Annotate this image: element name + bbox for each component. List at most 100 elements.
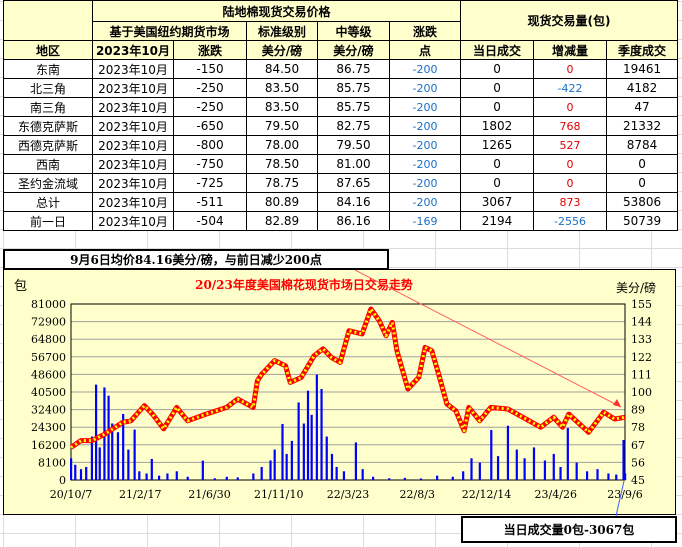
volume-bar [269, 460, 272, 480]
volume-bar [419, 478, 423, 480]
volume-header: 现货交易量(包) [460, 0, 679, 41]
volume-delta-cell: 527 [533, 135, 608, 155]
std-price-cell: 78.50 [246, 154, 318, 174]
left-tick-label: 24300 [31, 421, 66, 434]
volume-bar [354, 442, 358, 480]
season-volume-cell: 21332 [606, 116, 679, 136]
right-tick-label: 100 [631, 386, 652, 399]
region-header-blank [3, 0, 93, 41]
x-tick-label: 22/3/23 [327, 488, 369, 501]
x-tick-label: 23/4/26 [535, 488, 577, 501]
volume-bar [552, 453, 555, 480]
volume-delta-cell: 0 [533, 154, 608, 174]
volume-bar [470, 458, 473, 480]
today-volume-cell: 0 [460, 173, 535, 193]
std-price-cell: 78.75 [246, 173, 318, 193]
col-mid-unit: 美分/磅 [317, 40, 390, 60]
volume-bar [79, 469, 83, 480]
basis-change-cell: -250 [173, 97, 247, 117]
volume-bar [85, 466, 88, 480]
volume-bar [116, 432, 120, 480]
futures-header: 基于美国纽约期货市场 [92, 21, 247, 41]
volume-bar [150, 458, 153, 480]
mid-price-cell: 86.16 [317, 211, 390, 231]
volume-bar [388, 478, 391, 480]
right-tick-label: 89 [631, 404, 645, 417]
volume-bar [523, 458, 526, 480]
volume-bar [285, 453, 288, 480]
left-tick-label: 40500 [31, 386, 66, 399]
std-price-cell: 79.50 [246, 116, 318, 136]
left-tick-label: 8100 [38, 456, 66, 469]
basis-change-cell: -650 [173, 116, 247, 136]
volume-bar [543, 460, 547, 480]
left-tick-label: 81000 [31, 298, 66, 311]
volume-delta-cell: 0 [533, 59, 608, 79]
volume-bar [252, 473, 255, 480]
volume-bar [451, 476, 454, 480]
region-cell: 西德克萨斯 [3, 135, 93, 155]
volume-bar [615, 474, 618, 480]
chart-svg: 0 8100 16200 24300 32400 40500 48600 56700 64800… [14, 270, 656, 516]
std-price-cell: 82.89 [246, 211, 318, 231]
mid-price-cell: 85.75 [317, 78, 390, 98]
mid-grade-header: 中等级 [317, 21, 390, 41]
today-volume-cell: 0 [460, 154, 535, 174]
month-cell: 2023年10月 [92, 116, 174, 136]
left-tick-label: 32400 [31, 404, 66, 417]
volume-bar [273, 449, 276, 480]
month-cell: 2023年10月 [92, 97, 174, 117]
volume-bar [74, 464, 77, 480]
season-volume-cell: 50739 [606, 211, 679, 231]
mid-price-cell: 85.75 [317, 97, 390, 117]
volume-bar [107, 395, 110, 480]
volume-delta-cell: -422 [533, 78, 608, 98]
volume-bar [361, 469, 364, 480]
volume-bar [157, 475, 161, 480]
region-cell: 前一日 [3, 211, 93, 231]
season-volume-cell: 0 [606, 173, 679, 193]
volume-bar [325, 436, 328, 480]
volume-bar [490, 430, 493, 480]
season-volume-cell: 47 [606, 97, 679, 117]
volume-bar [175, 471, 178, 480]
month-cell: 2023年10月 [92, 211, 174, 231]
volume-bar [315, 374, 318, 480]
volume-delta-cell: 0 [533, 173, 608, 193]
volume-bar [236, 477, 239, 480]
volume-bar [559, 466, 562, 480]
month-cell: 2023年10月 [92, 135, 174, 155]
arrow-head-icon [613, 399, 621, 407]
volume-delta-cell: 0 [533, 97, 608, 117]
volume-bar [94, 384, 98, 480]
season-volume-cell: 4182 [606, 78, 679, 98]
volume-bar [330, 453, 334, 480]
season-volume-cell: 19461 [606, 59, 679, 79]
basis-change-cell: -800 [173, 135, 247, 155]
price-line-markers [70, 307, 626, 449]
volume-bar [122, 413, 125, 480]
col-today: 当日成交 [460, 40, 535, 60]
volume-bar [201, 460, 204, 480]
volume-delta-cell: 768 [533, 116, 608, 136]
today-volume-cell: 1802 [460, 116, 535, 136]
table-row: 东南 2023年10月 -150 84.50 86.75 -200 0 0 19461 [3, 59, 679, 79]
volume-bar [260, 466, 263, 480]
today-volume-cell: 0 [460, 59, 535, 79]
table-row: 北三角 2023年10月 -250 83.50 85.75 -200 0 -422 4182 [3, 78, 679, 98]
left-tick-label: 0 [59, 474, 66, 487]
right-tick-label: 144 [631, 316, 652, 329]
volume-bar [496, 456, 500, 480]
mid-price-cell: 84.16 [317, 192, 390, 212]
today-volume-cell: 2194 [460, 211, 535, 231]
month-cell: 2023年10月 [92, 59, 174, 79]
volume-bar [90, 436, 94, 480]
month-cell: 2023年10月 [92, 192, 174, 212]
price-table-title: 陆地棉现货交易价格 [91, 0, 462, 22]
right-tick-label: 122 [631, 351, 652, 364]
volume-bar [342, 471, 346, 480]
today-volume-cell: 0 [460, 78, 535, 98]
x-tick-label: 21/6/30 [188, 488, 230, 501]
volume-bar [133, 429, 136, 480]
right-tick-label: 111 [631, 368, 652, 381]
